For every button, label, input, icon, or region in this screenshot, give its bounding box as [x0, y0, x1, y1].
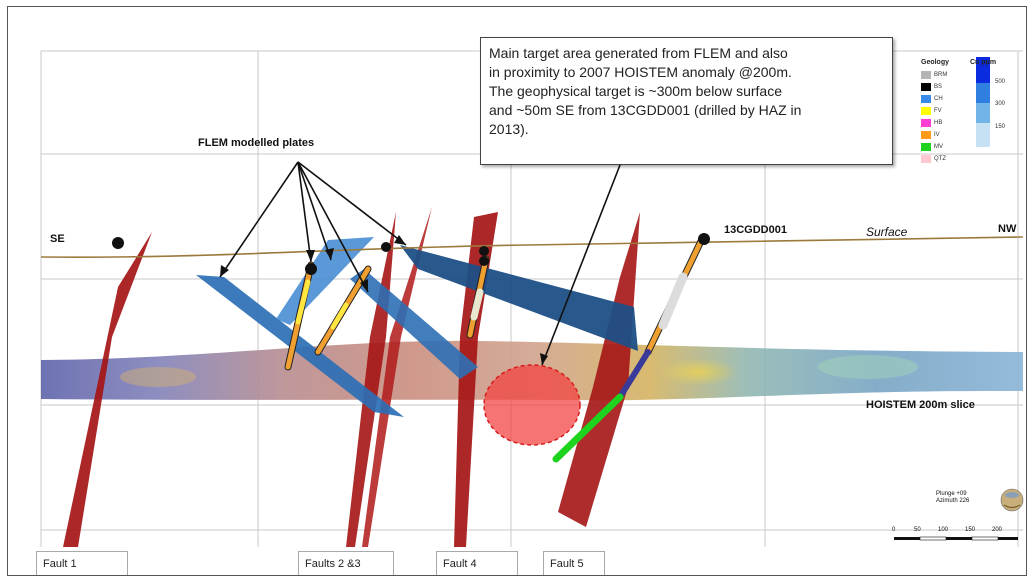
fault-5-label: Fault 5: [543, 551, 605, 575]
legend-swatch-hb: [921, 119, 931, 127]
legend-item-fv: FV: [934, 108, 942, 114]
callout-line-1: Main target area generated from FLEM and…: [489, 45, 788, 61]
compass-sphere: [1000, 488, 1024, 512]
geology-legend-title: Geology: [921, 59, 950, 66]
legend-swatch-ch: [921, 95, 931, 103]
target-area: [483, 364, 581, 446]
scale-label-100: 100: [938, 527, 949, 533]
figure-frame: Main target area generated from FLEM and…: [7, 6, 1027, 576]
drillholes: [112, 233, 710, 463]
cu-colorbar: [976, 57, 990, 147]
fault-4: [454, 212, 498, 547]
fault-1-label: Fault 1: [36, 551, 128, 575]
flem-plate-1: [196, 275, 404, 417]
legend-swatch-iv: [921, 131, 931, 139]
legend-item-brm: BRM: [934, 72, 948, 78]
arrow-heads: [220, 235, 548, 365]
cu-legend-title: Cu ppm: [970, 59, 997, 66]
fault-3: [362, 207, 432, 547]
cross-section-scene: [40, 50, 1024, 547]
annotation-arrows: [219, 161, 621, 366]
fault-4-label: Fault 4: [436, 551, 518, 575]
drillhole-label: 13CGDD001: [724, 224, 787, 236]
legend-item-iv: IV: [934, 132, 940, 138]
surface-label: Surface: [866, 225, 908, 239]
flem-plate-4: [400, 245, 638, 351]
scale-label-0: 0: [892, 527, 896, 533]
azimuth-readout: Azimuth 226: [936, 498, 970, 504]
legend-item-bs: BS: [934, 84, 943, 90]
cu-value-150: 150: [995, 124, 1006, 130]
surface-line: [40, 236, 1024, 259]
flem-plate-3: [350, 269, 478, 379]
legend-swatch-mv: [921, 143, 931, 151]
scale-bar: [894, 536, 1018, 541]
fault-5: [558, 212, 640, 527]
legend-swatch-bs: [921, 83, 931, 91]
cu-value-500: 500: [995, 79, 1006, 85]
orientation-readout: Plunge +09 Azimuth 226: [936, 491, 969, 505]
scale-label-200: 200: [992, 527, 1003, 533]
scale-label-50: 50: [914, 527, 921, 533]
legend-swatch-qtz: [921, 155, 931, 163]
hoistem-slice-label: HOISTEM 200m slice: [866, 399, 975, 411]
flem-plates-label: FLEM modelled plates: [198, 137, 315, 149]
fault-1: [63, 232, 152, 547]
legend-swatch-fv: [921, 107, 931, 115]
nw-label: NW: [998, 223, 1017, 235]
legend-item-ch: CH: [934, 96, 943, 102]
callout-line-5: 2013).: [489, 121, 529, 137]
legend-item-qtz: QTZ: [934, 156, 946, 162]
plunge-readout: Plunge +09: [936, 491, 967, 497]
legend-item-mv: MV: [934, 144, 943, 150]
cu-value-300: 300: [995, 101, 1006, 107]
legend-item-hb: HB: [934, 120, 943, 126]
scale-label-150: 150: [965, 527, 976, 533]
callout-line-4: and ~50m SE from 13CGDD001 (drilled by H…: [489, 102, 802, 118]
target-callout-box: Main target area generated from FLEM and…: [480, 37, 893, 165]
callout-line-2: in proximity to 2007 HOISTEM anomaly @20…: [489, 64, 792, 80]
se-label: SE: [50, 233, 65, 245]
faults-2-3-label: Faults 2 &3: [298, 551, 394, 575]
callout-line-3: The geophysical target is ~300m below su…: [489, 83, 782, 99]
legend-swatch-brm: [921, 71, 931, 79]
